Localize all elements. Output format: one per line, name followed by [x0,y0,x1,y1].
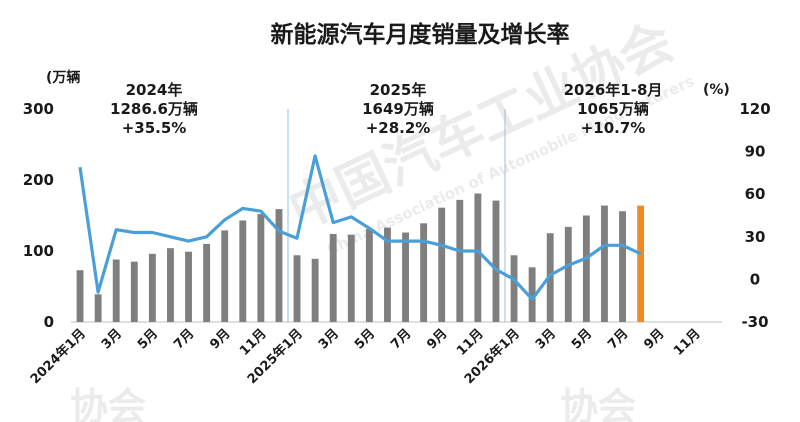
annotation-0-line-2: +35.5% [122,119,187,137]
bar-12 [293,255,301,322]
x-tick-label-10: 9月 [424,326,450,352]
x-tick-label-0: 2024年1月 [27,326,89,388]
x-tick-label-13: 3月 [533,326,559,352]
bar-1 [94,294,102,322]
x-tick-label-15: 7月 [605,326,631,352]
year-dividers [287,109,506,322]
annotation-0-line-0: 2024年 [126,81,183,99]
right-y-axis: -30 0 30 60 90 120 [739,100,770,331]
bar-3 [130,261,138,322]
bar-15 [347,234,355,322]
right-tick-label-0: -30 [741,313,768,331]
x-tick-label-7: 3月 [316,326,342,352]
right-tick-label-1: 0 [750,270,760,288]
x-tick-label-16: 9月 [641,326,667,352]
left-tick-label-0: 0 [44,313,54,331]
bar-21 [456,199,464,322]
right-tick-label-4: 90 [745,143,766,161]
bar-25 [528,267,536,322]
bar-20 [438,207,446,322]
bar-27 [564,226,572,322]
bar-11 [275,209,283,322]
annotation-2-line-1: 1065万辆 [577,100,649,118]
bar-14 [329,233,337,322]
annotation-1-line-1: 1649万辆 [362,100,434,118]
growth-line-series [78,154,642,301]
bar-7 [203,243,211,322]
bar-24 [510,255,518,322]
x-tick-label-17: 11月 [671,326,704,359]
bar-13 [311,258,319,322]
bar-4 [148,253,156,322]
x-tick-label-11: 11月 [454,326,487,359]
x-tick-label-8: 5月 [352,326,378,352]
bar-6 [185,251,192,322]
bar-18 [402,232,409,322]
annotation-1-line-2: +28.2% [366,119,431,137]
chart-title: 新能源汽车月度销量及增长率 [271,21,570,48]
bar-31 [637,205,645,322]
bar-series [76,193,645,322]
growth-rate-line [78,154,642,301]
annotation-2-line-2: +10.7% [581,119,646,137]
right-tick-label-3: 60 [745,185,766,203]
bar-10 [257,214,265,322]
annotation-2-line-0: 2026年1-8月 [564,81,663,99]
x-tick-label-2: 5月 [135,326,161,352]
bar-9 [239,220,247,322]
left-y-axis: 0 100 200 300 [23,100,54,331]
annotation-1-line-0: 2025年 [370,81,427,99]
left-tick-label-3: 300 [23,100,54,118]
left-tick-label-2: 200 [23,171,54,189]
bar-19 [420,223,428,322]
watermark-text-bottom-right: 协会 [560,385,636,422]
x-tick-label-5: 11月 [237,326,270,359]
x-tick-label-9: 7月 [388,326,414,352]
x-tick-label-1: 3月 [99,326,125,352]
bar-8 [221,230,229,322]
watermark-text-bottom-left: 协会 [70,385,146,422]
right-tick-label-2: 30 [745,228,766,246]
bar-22 [474,193,482,322]
right-axis-unit: (%) [703,82,730,98]
left-tick-label-1: 100 [23,242,54,260]
bar-23 [492,200,500,322]
bar-28 [582,215,590,322]
bar-30 [619,211,626,322]
x-tick-label-4: 9月 [207,326,233,352]
bar-5 [167,248,174,322]
annotation-0-line-1: 1286.6万辆 [110,100,198,118]
left-axis-unit: (万辆 [46,69,80,86]
bar-29 [601,205,608,322]
bar-16 [365,228,373,322]
x-tick-label-3: 7月 [171,326,197,352]
bar-17 [384,227,391,322]
bar-2 [112,259,120,322]
bar-0 [76,270,84,322]
right-tick-label-5: 120 [739,100,770,118]
x-tick-label-14: 5月 [569,326,595,352]
